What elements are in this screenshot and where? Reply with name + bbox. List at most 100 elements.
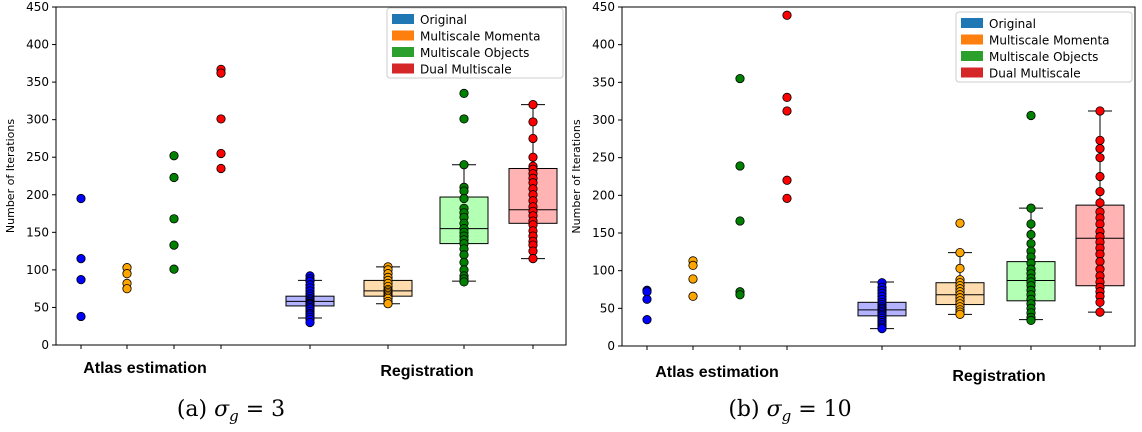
legend-swatch — [961, 67, 983, 78]
group-label-atlas: Atlas estimation — [83, 360, 207, 377]
y-tick-label: 300 — [26, 113, 49, 127]
data-point-atlas-0 — [76, 254, 86, 264]
data-point-registration-3 — [1095, 297, 1105, 307]
data-point-registration-3 — [1095, 144, 1105, 154]
data-point-atlas-3 — [782, 106, 792, 116]
data-point-atlas-3 — [216, 68, 226, 78]
data-point-registration-1 — [955, 218, 965, 228]
y-tick-label: 450 — [592, 0, 615, 14]
data-point-registration-0 — [877, 324, 887, 334]
y-tick-label: 400 — [26, 38, 49, 52]
data-point-registration-3 — [1095, 106, 1105, 116]
data-point-atlas-2 — [735, 216, 745, 226]
data-point-registration-2 — [459, 88, 469, 98]
y-tick-label: 0 — [41, 338, 49, 352]
data-point-registration-1 — [955, 247, 965, 258]
group-label-registration: Registration — [952, 368, 1045, 385]
y-tick-label: 0 — [607, 339, 615, 353]
data-point-atlas-2 — [735, 161, 745, 171]
data-point-atlas-3 — [782, 175, 792, 185]
y-tick-label: 450 — [26, 0, 49, 14]
y-tick-label: 250 — [26, 150, 49, 164]
data-point-registration-3 — [528, 152, 538, 162]
legend-swatch — [961, 18, 983, 28]
y-tick-label: 200 — [26, 188, 49, 202]
data-point-registration-3 — [528, 100, 538, 110]
data-point-atlas-3 — [216, 163, 226, 174]
data-point-atlas-1 — [688, 274, 698, 284]
data-point-registration-3 — [528, 133, 538, 144]
group-label-atlas: Atlas estimation — [655, 364, 779, 381]
data-point-atlas-2 — [169, 151, 179, 161]
data-point-registration-1 — [955, 309, 965, 319]
data-point-atlas-3 — [216, 148, 226, 159]
y-tick-label: 300 — [592, 113, 615, 127]
y-tick-label: 100 — [592, 264, 615, 278]
legend-swatch — [392, 63, 414, 74]
data-point-atlas-0 — [76, 275, 86, 285]
legend-label: Multiscale Objects — [420, 46, 529, 60]
y-tick-label: 250 — [592, 151, 615, 165]
data-point-atlas-1 — [122, 269, 132, 279]
chart-panel-0: 0 50 100 150 200 250 300 350 400 450 Number of Ite… — [4, 0, 567, 425]
data-point-registration-2 — [459, 160, 469, 170]
legend-label: Multiscale Objects — [989, 50, 1098, 64]
data-point-atlas-2 — [735, 73, 745, 84]
data-point-atlas-3 — [782, 10, 792, 20]
y-tick-label: 150 — [26, 225, 49, 239]
data-point-registration-2 — [1026, 203, 1036, 213]
data-point-registration-2 — [1026, 219, 1036, 229]
legend-swatch — [961, 51, 983, 61]
data-point-atlas-2 — [169, 172, 179, 183]
chart-panel-1: 0 50 100 150 200 250 300 350 400 450 Number of Ite… — [570, 0, 1136, 425]
data-point-registration-1 — [955, 263, 965, 274]
y-tick-label: 400 — [592, 38, 615, 52]
data-point-registration-3 — [528, 254, 538, 264]
y-tick-label: 350 — [26, 75, 49, 89]
data-point-atlas-0 — [642, 294, 652, 304]
data-point-registration-2 — [1026, 110, 1036, 121]
data-point-atlas-2 — [169, 240, 179, 250]
legend-swatch — [392, 47, 414, 57]
legend-label: Original — [989, 17, 1036, 31]
data-point-atlas-2 — [169, 214, 179, 224]
y-tick-label: 150 — [592, 226, 615, 240]
data-point-registration-0 — [305, 317, 315, 328]
y-tick-label: 350 — [592, 75, 615, 89]
data-point-registration-1 — [383, 299, 393, 309]
data-point-atlas-0 — [642, 315, 652, 325]
data-point-registration-2 — [459, 277, 469, 287]
data-point-registration-3 — [1095, 171, 1105, 182]
legend-swatch — [392, 14, 414, 24]
y-tick-label: 50 — [34, 300, 49, 314]
legend-label: Dual Multiscale — [420, 63, 512, 77]
data-point-registration-2 — [1026, 229, 1036, 240]
plot-frame — [621, 6, 1136, 347]
data-point-registration-3 — [1095, 135, 1105, 145]
subfigure-caption: (b) σg = 10 — [728, 397, 851, 425]
data-point-atlas-3 — [216, 114, 226, 124]
group-label-registration: Registration — [380, 363, 473, 380]
legend-label: Original — [420, 13, 467, 27]
data-point-atlas-3 — [782, 92, 792, 103]
data-point-registration-2 — [459, 193, 469, 204]
legend-label: Multiscale Momenta — [989, 34, 1110, 48]
data-point-atlas-0 — [76, 193, 86, 204]
data-point-registration-3 — [1095, 307, 1105, 317]
data-point-atlas-2 — [735, 290, 745, 300]
data-point-atlas-1 — [688, 291, 698, 301]
data-point-registration-2 — [1026, 315, 1036, 325]
data-point-registration-2 — [459, 114, 469, 124]
y-tick-label: 50 — [600, 301, 615, 315]
y-axis-label: Number of Iterations — [570, 119, 583, 233]
data-point-atlas-3 — [782, 193, 792, 203]
y-tick-label: 100 — [26, 263, 49, 277]
legend-swatch — [392, 30, 414, 41]
data-point-registration-3 — [1095, 153, 1105, 163]
subfigure-caption: (a) σg = 3 — [177, 397, 285, 425]
legend-swatch — [961, 34, 983, 45]
data-point-atlas-0 — [76, 311, 86, 322]
data-point-atlas-1 — [122, 284, 132, 294]
data-point-registration-3 — [1095, 186, 1105, 197]
